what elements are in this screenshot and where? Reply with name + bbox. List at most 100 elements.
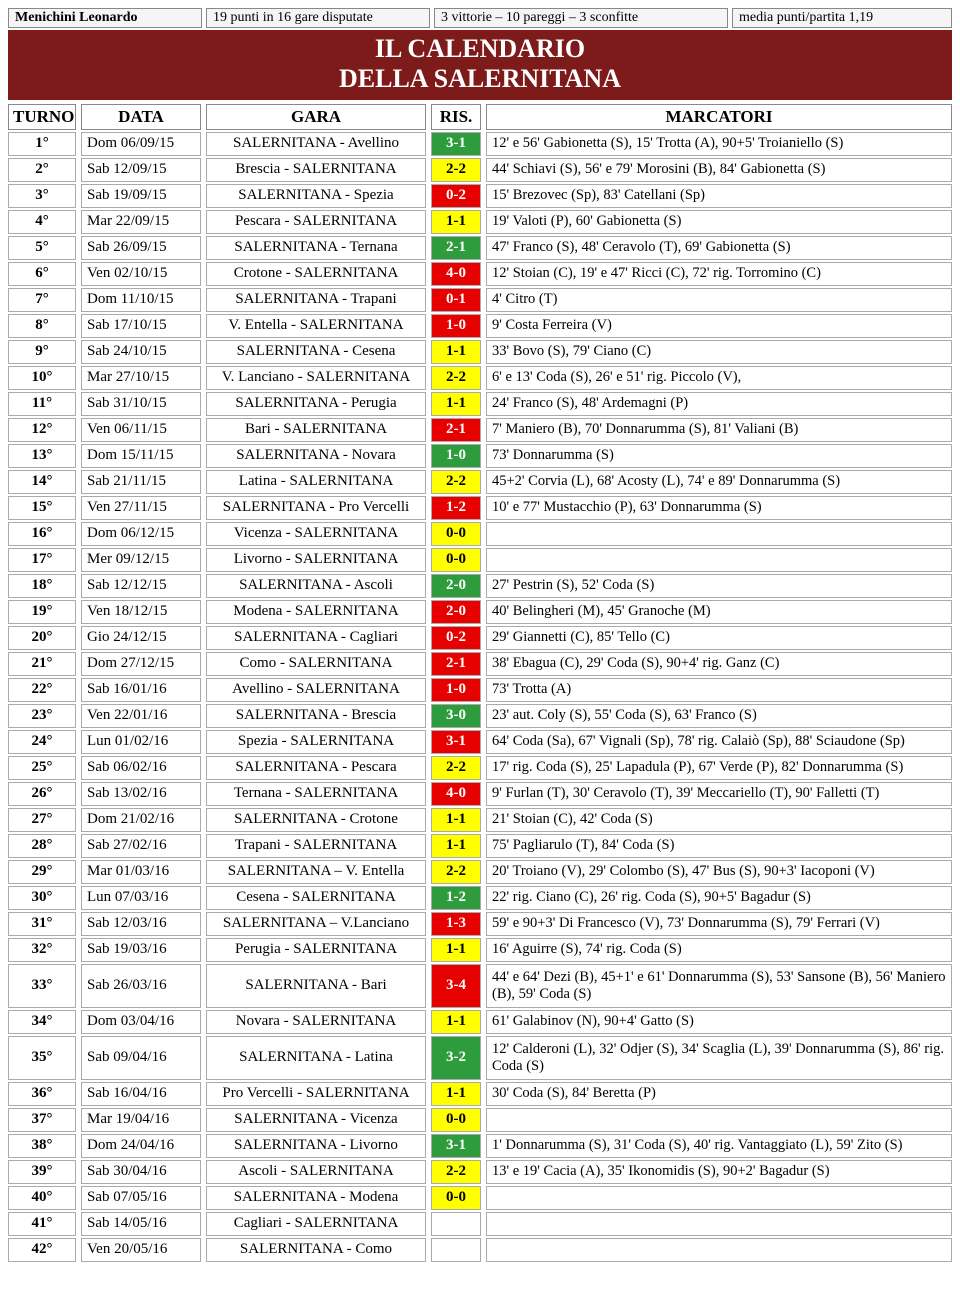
cell-data: Dom 06/09/15 bbox=[81, 132, 201, 156]
cell-gara: Pro Vercelli - SALERNITANA bbox=[206, 1082, 426, 1106]
cell-turno: 41° bbox=[8, 1212, 76, 1236]
cell-gara: Cesena - SALERNITANA bbox=[206, 886, 426, 910]
cell-marcatori: 47' Franco (S), 48' Ceravolo (T), 69' Ga… bbox=[486, 236, 952, 260]
cell-data: Mar 19/04/16 bbox=[81, 1108, 201, 1132]
cell-ris: 3-1 bbox=[431, 730, 481, 754]
cell-gara: SALERNITANA – V. Entella bbox=[206, 860, 426, 884]
cell-marcatori: 9' Furlan (T), 30' Ceravolo (T), 39' Mec… bbox=[486, 782, 952, 806]
cell-ris: 2-2 bbox=[431, 470, 481, 494]
cell-turno: 39° bbox=[8, 1160, 76, 1184]
cell-data: Sab 30/04/16 bbox=[81, 1160, 201, 1184]
cell-ris: 1-1 bbox=[431, 1010, 481, 1034]
cell-data: Sab 24/10/15 bbox=[81, 340, 201, 364]
cell-ris: 1-1 bbox=[431, 392, 481, 416]
th-gara: GARA bbox=[206, 104, 426, 130]
cell-marcatori: 20' Troiano (V), 29' Colombo (S), 47' Bu… bbox=[486, 860, 952, 884]
cell-data: Ven 02/10/15 bbox=[81, 262, 201, 286]
cell-marcatori: 29' Giannetti (C), 85' Tello (C) bbox=[486, 626, 952, 650]
cell-gara: SALERNITANA - Modena bbox=[206, 1186, 426, 1210]
cell-turno: 40° bbox=[8, 1186, 76, 1210]
cell-marcatori: 6' e 13' Coda (S), 26' e 51' rig. Piccol… bbox=[486, 366, 952, 390]
cell-turno: 17° bbox=[8, 548, 76, 572]
cell-ris: 4-0 bbox=[431, 262, 481, 286]
cell-marcatori: 4' Citro (T) bbox=[486, 288, 952, 312]
cell-marcatori: 61' Galabinov (N), 90+4' Gatto (S) bbox=[486, 1010, 952, 1034]
cell-data: Dom 27/12/15 bbox=[81, 652, 201, 676]
cell-ris: 0-0 bbox=[431, 1186, 481, 1210]
cell-ris: 1-1 bbox=[431, 834, 481, 858]
cell-gara: SALERNITANA - Brescia bbox=[206, 704, 426, 728]
cell-ris: 2-2 bbox=[431, 756, 481, 780]
cell-turno: 27° bbox=[8, 808, 76, 832]
cell-gara: Modena - SALERNITANA bbox=[206, 600, 426, 624]
cell-data: Mar 01/03/16 bbox=[81, 860, 201, 884]
cell-turno: 10° bbox=[8, 366, 76, 390]
cell-gara: SALERNITANA - Livorno bbox=[206, 1134, 426, 1158]
cell-gara: SALERNITANA - Como bbox=[206, 1238, 426, 1262]
cell-gara: Perugia - SALERNITANA bbox=[206, 938, 426, 962]
cell-turno: 4° bbox=[8, 210, 76, 234]
cell-ris: 3-4 bbox=[431, 964, 481, 1008]
cell-ris: 2-2 bbox=[431, 860, 481, 884]
cell-gara: Ternana - SALERNITANA bbox=[206, 782, 426, 806]
cell-ris bbox=[431, 1238, 481, 1262]
cell-turno: 6° bbox=[8, 262, 76, 286]
cell-marcatori: 15' Brezovec (Sp), 83' Catellani (Sp) bbox=[486, 184, 952, 208]
cell-ris: 1-0 bbox=[431, 678, 481, 702]
cell-ris: 0-2 bbox=[431, 626, 481, 650]
cell-ris: 3-1 bbox=[431, 1134, 481, 1158]
title-line2: DELLA SALERNITANA bbox=[339, 64, 621, 93]
cell-turno: 33° bbox=[8, 964, 76, 1008]
cell-gara: SALERNITANA – V.Lanciano bbox=[206, 912, 426, 936]
cell-marcatori: 24' Franco (S), 48' Ardemagni (P) bbox=[486, 392, 952, 416]
cell-data: Sab 07/05/16 bbox=[81, 1186, 201, 1210]
cell-ris: 0-1 bbox=[431, 288, 481, 312]
cell-ris: 1-1 bbox=[431, 808, 481, 832]
cell-gara: SALERNITANA - Latina bbox=[206, 1036, 426, 1080]
cell-data: Ven 22/01/16 bbox=[81, 704, 201, 728]
cell-marcatori: 27' Pestrin (S), 52' Coda (S) bbox=[486, 574, 952, 598]
cell-turno: 20° bbox=[8, 626, 76, 650]
cell-marcatori: 13' e 19' Cacia (A), 35' Ikonomidis (S),… bbox=[486, 1160, 952, 1184]
cell-marcatori: 17' rig. Coda (S), 25' Lapadula (P), 67'… bbox=[486, 756, 952, 780]
cell-data: Sab 16/01/16 bbox=[81, 678, 201, 702]
cell-marcatori: 64' Coda (Sa), 67' Vignali (Sp), 78' rig… bbox=[486, 730, 952, 754]
cell-turno: 42° bbox=[8, 1238, 76, 1262]
cell-turno: 28° bbox=[8, 834, 76, 858]
cell-marcatori: 12' Stoian (C), 19' e 47' Ricci (C), 72'… bbox=[486, 262, 952, 286]
cell-gara: Trapani - SALERNITANA bbox=[206, 834, 426, 858]
cell-ris: 2-1 bbox=[431, 652, 481, 676]
cell-turno: 1° bbox=[8, 132, 76, 156]
cell-turno: 16° bbox=[8, 522, 76, 546]
cell-ris: 1-1 bbox=[431, 210, 481, 234]
cell-ris: 1-3 bbox=[431, 912, 481, 936]
cell-data: Dom 03/04/16 bbox=[81, 1010, 201, 1034]
calendar-title: IL CALENDARIO DELLA SALERNITANA bbox=[8, 30, 952, 100]
cell-ris: 1-1 bbox=[431, 340, 481, 364]
cell-gara: SALERNITANA - Trapani bbox=[206, 288, 426, 312]
cell-gara: Bari - SALERNITANA bbox=[206, 418, 426, 442]
cell-turno: 3° bbox=[8, 184, 76, 208]
cell-marcatori: 44' e 64' Dezi (B), 45+1' e 61' Donnarum… bbox=[486, 964, 952, 1008]
cell-turno: 34° bbox=[8, 1010, 76, 1034]
cell-marcatori: 7' Maniero (B), 70' Donnarumma (S), 81' … bbox=[486, 418, 952, 442]
cell-marcatori: 73' Trotta (A) bbox=[486, 678, 952, 702]
cell-data: Dom 06/12/15 bbox=[81, 522, 201, 546]
cell-gara: Cagliari - SALERNITANA bbox=[206, 1212, 426, 1236]
cell-gara: SALERNITANA - Bari bbox=[206, 964, 426, 1008]
cell-turno: 31° bbox=[8, 912, 76, 936]
cell-marcatori: 21' Stoian (C), 42' Coda (S) bbox=[486, 808, 952, 832]
cell-gara: Novara - SALERNITANA bbox=[206, 1010, 426, 1034]
cell-ris: 4-0 bbox=[431, 782, 481, 806]
cell-data: Sab 13/02/16 bbox=[81, 782, 201, 806]
cell-marcatori bbox=[486, 522, 952, 546]
cell-gara: Avellino - SALERNITANA bbox=[206, 678, 426, 702]
cell-turno: 24° bbox=[8, 730, 76, 754]
cell-gara: Vicenza - SALERNITANA bbox=[206, 522, 426, 546]
cell-gara: SALERNITANA - Spezia bbox=[206, 184, 426, 208]
coach-header: Menichini Leonardo 19 punti in 16 gare d… bbox=[8, 8, 952, 28]
cell-gara: SALERNITANA - Pro Vercelli bbox=[206, 496, 426, 520]
cell-data: Dom 11/10/15 bbox=[81, 288, 201, 312]
cell-data: Sab 16/04/16 bbox=[81, 1082, 201, 1106]
cell-data: Dom 21/02/16 bbox=[81, 808, 201, 832]
